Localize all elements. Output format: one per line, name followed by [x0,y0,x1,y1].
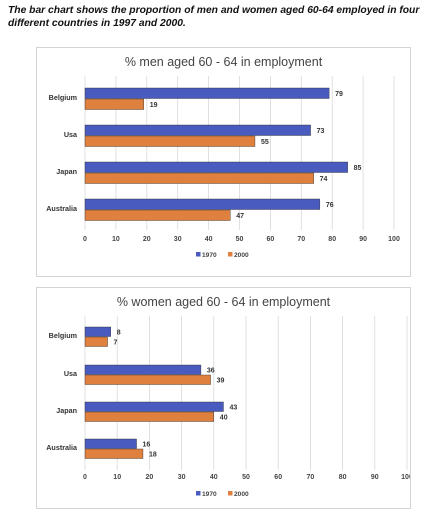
men-bar-1970 [84,161,348,173]
men-data-label: 76 [326,202,334,209]
women-data-label: 40 [220,415,228,422]
men-x-tick-label: 0 [83,236,87,243]
men-bar-2000 [84,172,314,184]
chart-caption: The bar chart shows the proportion of me… [8,5,420,30]
women-category-label: Australia [46,443,78,452]
women-legend-label: 1970 [202,491,217,498]
women-x-tick-label: 80 [339,474,347,481]
women-data-label: 7 [114,340,118,347]
women-data-label: 8 [117,330,121,337]
women-x-tick-label: 50 [242,474,250,481]
women-x-tick-label: 70 [307,474,315,481]
men-x-tick-label: 100 [388,236,400,243]
men-legend-label: 1970 [202,252,217,259]
women-bar-1970 [84,438,137,449]
women-chart-svg: % women aged 60 - 64 in employment 0 10 20 3… [46,295,410,498]
women-bar-1970 [84,364,202,375]
women-bar-1970 [84,401,224,412]
men-legend-label: 2000 [234,252,249,259]
men-chart-svg: % men aged 60 - 64 in employment 0 10 20 30 4… [46,55,400,259]
men-category-label: Belgium [49,93,77,102]
women-x-tick-label: 30 [178,474,186,481]
women-x-tick-label: 60 [274,474,282,481]
men-bar-2000 [84,209,231,221]
women-data-label: 16 [143,442,151,449]
women-data-label: 36 [207,368,215,375]
men-x-tick-label: 40 [205,236,213,243]
men-x-tick-label: 50 [236,236,244,243]
women-x-tick-label: 10 [113,474,121,481]
men-data-label: 19 [150,102,158,109]
men-data-label: 85 [354,165,362,172]
women-x-tick-label: 40 [210,474,218,481]
women-data-label: 43 [229,405,237,412]
men-category-label: Australia [46,204,78,213]
women-legend-swatch-2000 [228,491,233,496]
women-bar-2000 [84,336,108,347]
men-x-tick-label: 80 [328,236,336,243]
men-data-label: 55 [261,139,269,146]
women-legend-swatch-1970 [196,491,201,496]
women-bar-2000 [84,448,144,459]
men-x-tick-label: 70 [297,236,305,243]
men-employment-chart: % men aged 60 - 64 in employment 0 10 20 30 4… [36,47,411,277]
men-category-label: Usa [64,130,78,139]
women-x-tick-label: 20 [146,474,154,481]
women-chart-title: % women aged 60 - 64 in employment [117,295,331,309]
women-category-label: Usa [64,369,78,378]
men-x-tick-label: 90 [359,236,367,243]
men-chart-title: % men aged 60 - 64 in employment [125,55,323,69]
men-legend-swatch-1970 [196,252,201,257]
men-bar-1970 [84,87,330,99]
men-x-tick-label: 20 [143,236,151,243]
men-data-label: 73 [317,128,325,135]
men-x-tick-label: 10 [112,236,120,243]
women-bar-2000 [84,411,215,422]
women-bar-1970 [84,326,111,337]
men-bar-2000 [84,98,144,110]
men-x-tick-label: 30 [174,236,182,243]
men-data-label: 74 [320,176,328,183]
men-bar-2000 [84,135,256,147]
women-data-label: 18 [149,452,157,459]
women-category-label: Belgium [49,331,77,340]
women-x-tick-label: 0 [83,474,87,481]
men-legend-swatch-2000 [228,252,233,257]
women-x-tick-label: 100 [401,474,410,481]
women-bar-2000 [84,374,211,385]
women-data-label: 39 [217,378,225,385]
men-data-label: 47 [236,213,244,220]
women-legend-label: 2000 [234,491,249,498]
women-employment-chart: % women aged 60 - 64 in employment 0 10 20 3… [36,287,411,509]
women-category-label: Japan [56,406,77,415]
men-category-label: Japan [56,167,77,176]
men-x-tick-label: 60 [267,236,275,243]
men-bar-1970 [84,124,311,136]
women-x-tick-label: 90 [371,474,379,481]
men-bar-1970 [84,198,321,210]
men-data-label: 79 [335,91,343,98]
